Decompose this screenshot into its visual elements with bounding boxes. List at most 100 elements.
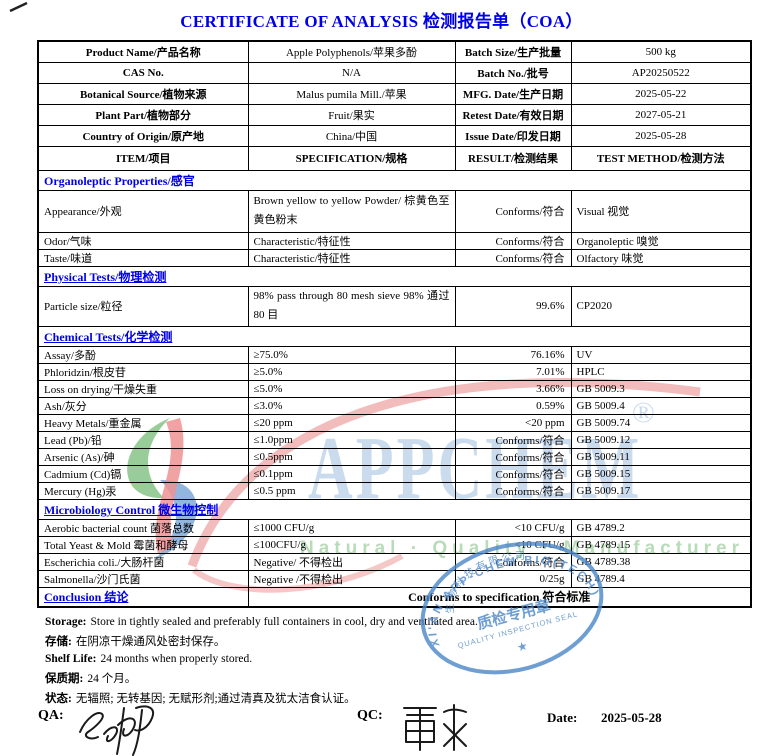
method-cell: Visual 视觉: [570, 189, 752, 233]
table-row: Loss on drying/干燥失重 ≤5.0% 3.66% GB 5009.3: [37, 379, 752, 398]
shelf-life-cn-label: 保质期:: [45, 672, 84, 685]
column-header-test-method: TEST METHOD/检测方法: [570, 145, 752, 171]
info-label-cell: Country of Origin/原产地: [37, 124, 249, 147]
status-text: 无辐照; 无转基因; 无赋形剂;通过清真及犹太洁食认证。: [75, 693, 356, 705]
column-header-row: ITEM/项目 SPECIFICATION/规格 RESULT/检测结果 TES…: [37, 145, 752, 171]
spec-cell: ≤1000 CFU/g: [247, 518, 456, 537]
table-row: Heavy Metals/重金属 ≤20 ppm <20 ppm GB 5009.74: [37, 413, 752, 432]
spec-cell: ≤1.0ppm: [247, 430, 456, 449]
method-cell: Olfactory 味觉: [570, 248, 752, 267]
method-cell: GB 5009.11: [570, 447, 752, 466]
spec-cell: ≤0.5ppm: [247, 447, 456, 466]
spec-cell: ≤3.0%: [247, 396, 456, 415]
info-row: Plant Part/植物部分 Fruit/果实 Retest Date/有效日期 2…: [37, 103, 752, 126]
info-label-cell: Retest Date/有效日期: [454, 103, 572, 126]
info-value-cell: 2025-05-28: [570, 124, 752, 147]
table-row: Ash/灰分 ≤3.0% 0.59% GB 5009.4: [37, 396, 752, 415]
info-label-cell: Batch Size/生产批量: [454, 40, 572, 63]
status-line-cn: 状态: 无辐照; 无转基因; 无赋形剂;通过清真及犹太洁食认证。: [45, 690, 735, 706]
method-cell: GB 4789.4: [570, 569, 752, 588]
method-cell: GB 4789.38: [570, 552, 752, 571]
column-header-result: RESULT/检测结果: [454, 145, 572, 171]
info-value-cell: Apple Polyphenols/苹果多酚: [247, 40, 456, 63]
info-row: Botanical Source/植物来源 Malus pumila Mill./…: [37, 82, 752, 105]
info-row: Country of Origin/原产地 China/中国 Issue Date/…: [37, 124, 752, 147]
storage-text: Store in tightly sealed and preferably f…: [90, 616, 478, 628]
info-value-cell: Fruit/果实: [247, 103, 456, 126]
result-cell: 76.16%: [454, 345, 572, 364]
result-cell: 99.6%: [454, 285, 572, 327]
table-row: Total Yeast & Mold 霉菌和酵母 ≤100CFU/g <10 CFU…: [37, 535, 752, 554]
section-heading-row: Organoleptic Properties/感官: [37, 169, 752, 191]
spec-cell: ≤5.0%: [247, 379, 456, 398]
info-label-cell: Batch No./批号: [454, 61, 572, 84]
spec-cell: ≤0.1ppm: [247, 464, 456, 483]
info-value-cell: 500 kg: [570, 40, 752, 63]
storage-line-cn: 存储: 在阴凉干燥通风处密封保存。: [45, 633, 735, 649]
info-value-cell: N/A: [247, 61, 456, 84]
result-cell: 0/25g: [454, 569, 572, 588]
result-cell: Conforms/符合: [454, 464, 572, 483]
column-header-item: ITEM/项目: [37, 145, 249, 171]
method-cell: GB 4789.2: [570, 518, 752, 537]
result-cell: Conforms/符合: [454, 248, 572, 267]
result-cell: Conforms/符合: [454, 189, 572, 233]
result-cell: <10 CFU/g: [454, 518, 572, 537]
method-cell: UV: [570, 345, 752, 364]
shelf-life-line-cn: 保质期: 24 个月。: [45, 670, 735, 686]
item-cell: Odor/气味: [37, 231, 249, 250]
table-row: Appearance/外观 Brown yellow to yellow Powd…: [37, 189, 752, 233]
item-cell: Phloridzin/根皮苷: [37, 362, 249, 381]
page-title: CERTIFICATE OF ANALYSIS 检测报告单（COA）: [180, 12, 583, 31]
item-cell: Appearance/外观: [37, 189, 249, 233]
item-cell: Heavy Metals/重金属: [37, 413, 249, 432]
spec-cell: Negative /不得检出: [247, 569, 456, 588]
qa-label: QA:: [38, 708, 64, 723]
conclusion-value: Conforms to specification 符合标准: [247, 586, 752, 608]
info-row: Product Name/产品名称 Apple Polyphenols/苹果多酚 B…: [37, 40, 752, 63]
item-cell: Mercury (Hg)汞: [37, 481, 249, 500]
spec-cell: Brown yellow to yellow Powder/ 棕黄色至黄色粉末: [247, 189, 456, 233]
info-value-cell: Malus pumila Mill./苹果: [247, 82, 456, 105]
table-row: Arsenic (As)/砷 ≤0.5ppm Conforms/符合 GB 5009.…: [37, 447, 752, 466]
method-cell: GB 5009.3: [570, 379, 752, 398]
table-row: Assay/多酚 ≥75.0% 76.16% UV: [37, 345, 752, 364]
method-cell: CP2020: [570, 285, 752, 327]
table-row: Mercury (Hg)汞 ≤0.5 ppm Conforms/符合 GB 5009.…: [37, 481, 752, 500]
scan-artifact-mark: [9, 1, 28, 13]
section-heading-row: Physical Tests/物理检测: [37, 265, 752, 287]
table-row: Salmonella/沙门氏菌 Negative /不得检出 0/25g GB 478…: [37, 569, 752, 588]
table-row: Aerobic bacterial count 菌落总数 ≤1000 CFU/g <…: [37, 518, 752, 537]
result-cell: Conforms/符合: [454, 447, 572, 466]
info-label-cell: Issue Date/印发日期: [454, 124, 572, 147]
method-cell: GB 5009.12: [570, 430, 752, 449]
spec-cell: ≤20 ppm: [247, 413, 456, 432]
spec-cell: ≥5.0%: [247, 362, 456, 381]
result-cell: 0.59%: [454, 396, 572, 415]
info-label-cell: Plant Part/植物部分: [37, 103, 249, 126]
method-cell: HPLC: [570, 362, 752, 381]
section-heading-row: Microbiology Control 微生物控制: [37, 498, 752, 520]
status-label: 状态:: [45, 693, 72, 705]
table-row: Cadmium (Cd)镉 ≤0.1ppm Conforms/符合 GB 5009.1…: [37, 464, 752, 483]
info-label-cell: Product Name/产品名称: [37, 40, 249, 63]
table-row: Particle size/粒径 98% pass through 80 mesh…: [37, 285, 752, 327]
shelf-life-label: Shelf Life:: [45, 653, 97, 665]
info-row: CAS No. N/A Batch No./批号 AP20250522: [37, 61, 752, 84]
item-cell: Taste/味道: [37, 248, 249, 267]
date-label: Date:: [547, 710, 578, 725]
footer-notes: Storage: Store in tightly sealed and pref…: [45, 616, 735, 711]
coa-table: Product Name/产品名称 Apple Polyphenols/苹果多酚 B…: [37, 40, 752, 608]
spec-cell: Characteristic/特征性: [247, 231, 456, 250]
section-heading: Microbiology Control 微生物控制: [37, 498, 752, 520]
spec-cell: ≤0.5 ppm: [247, 481, 456, 500]
storage-label: Storage:: [45, 616, 87, 628]
method-cell: GB 5009.17: [570, 481, 752, 500]
item-cell: Aerobic bacterial count 菌落总数: [37, 518, 249, 537]
qa-signature: [79, 705, 154, 756]
item-cell: Salmonella/沙门氏菌: [37, 569, 249, 588]
shelf-life-text: 24 months when properly stored.: [100, 653, 253, 665]
result-cell: <20 ppm: [454, 413, 572, 432]
shelf-life-line-en: Shelf Life: 24 months when properly store…: [45, 653, 735, 665]
result-cell: Conforms/符合: [454, 481, 572, 500]
